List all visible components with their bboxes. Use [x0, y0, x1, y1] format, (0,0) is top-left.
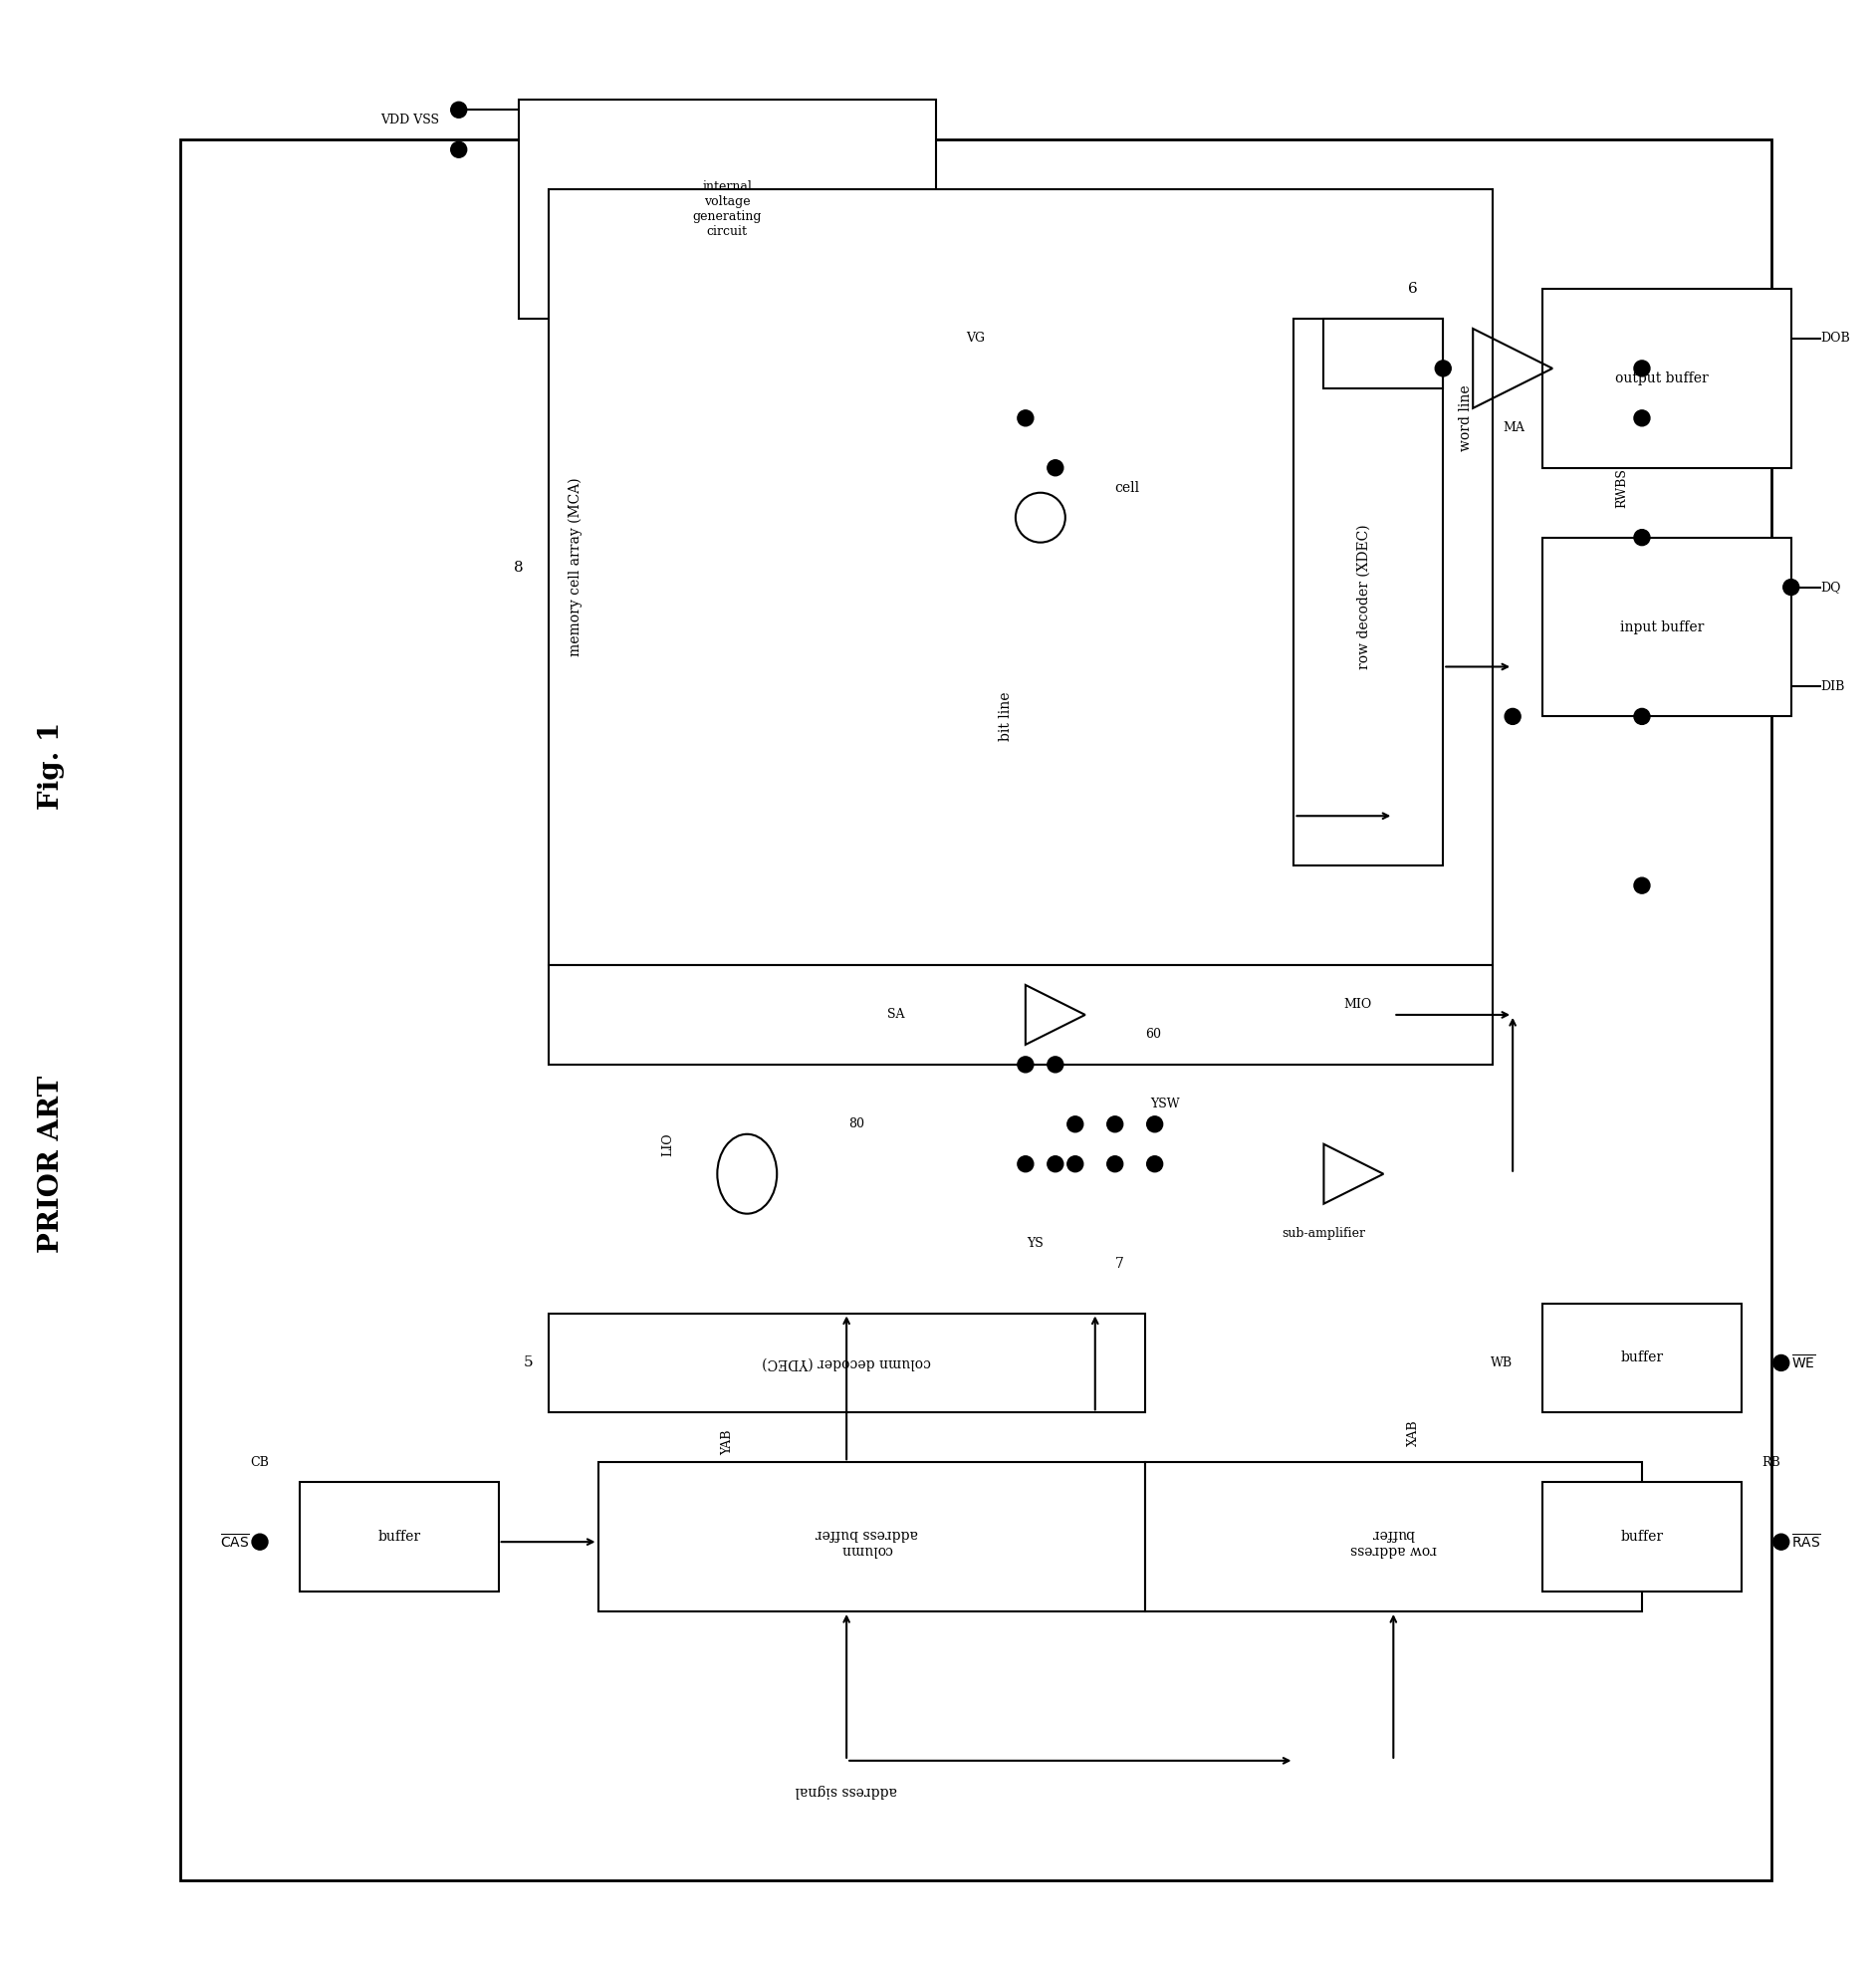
Text: 8: 8	[514, 561, 523, 575]
Text: memory cell array (MCA): memory cell array (MCA)	[568, 478, 582, 657]
Text: bit line: bit line	[998, 692, 1013, 741]
Text: 60: 60	[1144, 1028, 1161, 1041]
Text: WB: WB	[1491, 1357, 1512, 1369]
Circle shape	[1047, 1057, 1064, 1073]
Text: PRIOR ART: PRIOR ART	[38, 1075, 64, 1253]
Text: 7: 7	[1114, 1257, 1124, 1271]
Text: MA: MA	[1503, 422, 1525, 435]
Text: input buffer: input buffer	[1619, 620, 1703, 633]
FancyBboxPatch shape	[548, 965, 1493, 1065]
FancyBboxPatch shape	[1542, 288, 1792, 469]
Text: RB: RB	[1762, 1455, 1780, 1469]
Text: MIO: MIO	[1343, 998, 1371, 1012]
Text: YSW: YSW	[1150, 1098, 1180, 1110]
Text: YS: YS	[1026, 1237, 1043, 1249]
Text: address signal: address signal	[795, 1783, 897, 1798]
Circle shape	[1017, 1157, 1034, 1173]
Circle shape	[1146, 1116, 1163, 1131]
Text: cell: cell	[1114, 480, 1141, 494]
Text: VDD VSS: VDD VSS	[381, 114, 439, 126]
Text: 5: 5	[523, 1355, 533, 1371]
Circle shape	[450, 102, 467, 118]
Text: XAB: XAB	[1407, 1420, 1420, 1445]
Circle shape	[1634, 708, 1649, 724]
Circle shape	[1047, 1157, 1064, 1173]
FancyBboxPatch shape	[1294, 320, 1443, 865]
FancyBboxPatch shape	[548, 190, 1493, 965]
Circle shape	[251, 1534, 268, 1549]
Text: $\overline{\mathrm{CAS}}$: $\overline{\mathrm{CAS}}$	[219, 1534, 250, 1551]
Text: DOB: DOB	[1822, 331, 1850, 345]
Text: output buffer: output buffer	[1615, 371, 1709, 384]
Circle shape	[1784, 578, 1799, 594]
Circle shape	[1435, 361, 1450, 377]
Text: DIB: DIB	[1822, 680, 1846, 692]
FancyBboxPatch shape	[598, 1463, 1144, 1612]
Circle shape	[1107, 1116, 1124, 1131]
Text: SA: SA	[887, 1008, 904, 1022]
Text: CB: CB	[251, 1455, 270, 1469]
Circle shape	[1505, 708, 1521, 724]
Text: 6: 6	[1409, 282, 1418, 296]
Circle shape	[1047, 461, 1064, 477]
Text: column decoder (YDEC): column decoder (YDEC)	[762, 1355, 930, 1371]
Text: LIO: LIO	[660, 1131, 673, 1155]
FancyBboxPatch shape	[180, 139, 1771, 1881]
Circle shape	[1067, 1157, 1082, 1173]
Text: $\overline{\mathrm{WE}}$: $\overline{\mathrm{WE}}$	[1792, 1353, 1816, 1373]
Circle shape	[1017, 410, 1034, 426]
Text: $\overline{\mathrm{RAS}}$: $\overline{\mathrm{RAS}}$	[1792, 1534, 1822, 1551]
Circle shape	[1107, 1157, 1124, 1173]
FancyBboxPatch shape	[518, 100, 936, 320]
Text: buffer: buffer	[1621, 1530, 1664, 1543]
Text: buffer: buffer	[377, 1530, 420, 1543]
Circle shape	[1634, 529, 1649, 545]
Text: sub-amplifier: sub-amplifier	[1281, 1228, 1366, 1239]
Text: YAB: YAB	[720, 1430, 734, 1455]
Circle shape	[1634, 361, 1649, 377]
Text: row address
buffer: row address buffer	[1351, 1528, 1437, 1557]
Circle shape	[1017, 1057, 1034, 1073]
Text: DQ: DQ	[1822, 580, 1842, 594]
Circle shape	[1773, 1534, 1790, 1549]
Text: VG: VG	[966, 331, 985, 345]
Circle shape	[1067, 1116, 1082, 1131]
FancyBboxPatch shape	[1324, 320, 1443, 388]
Text: 80: 80	[848, 1118, 865, 1131]
Text: word line: word line	[1460, 384, 1473, 451]
FancyBboxPatch shape	[548, 1314, 1144, 1412]
Text: RWBS: RWBS	[1615, 469, 1628, 508]
Text: buffer: buffer	[1621, 1351, 1664, 1365]
Circle shape	[450, 141, 467, 157]
FancyBboxPatch shape	[1542, 1483, 1741, 1592]
FancyBboxPatch shape	[300, 1483, 499, 1592]
FancyBboxPatch shape	[1542, 537, 1792, 716]
Text: internal
voltage
generating
circuit: internal voltage generating circuit	[692, 180, 762, 237]
Circle shape	[1634, 410, 1649, 426]
Circle shape	[1146, 1157, 1163, 1173]
Text: Fig. 1: Fig. 1	[38, 722, 64, 810]
FancyBboxPatch shape	[1542, 1304, 1741, 1412]
Circle shape	[1634, 879, 1649, 894]
FancyBboxPatch shape	[1144, 1463, 1642, 1612]
Text: column
address buffer: column address buffer	[814, 1528, 917, 1557]
Circle shape	[1773, 1355, 1790, 1371]
Text: row decoder (XDEC): row decoder (XDEC)	[1356, 526, 1371, 669]
